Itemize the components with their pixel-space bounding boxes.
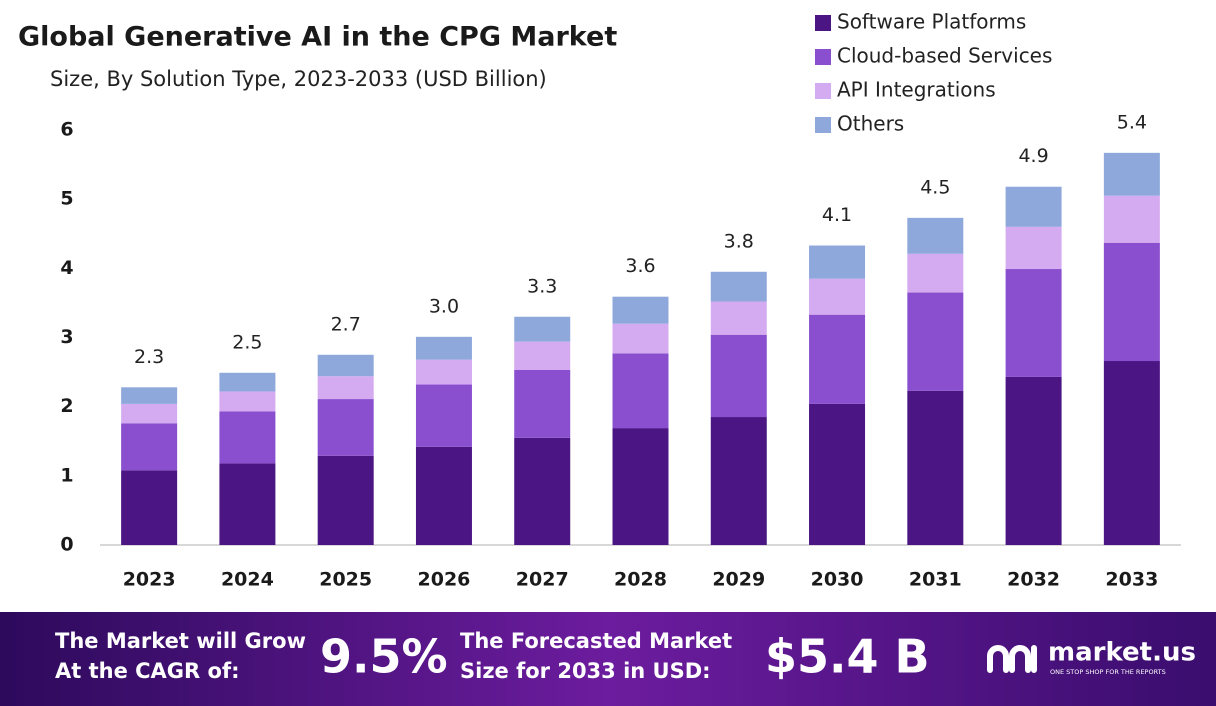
total-label: 4.9 (1018, 145, 1048, 167)
legend-label: API Integrations (837, 78, 996, 102)
x-tick-label: 2023 (123, 569, 176, 591)
x-tick-label: 2026 (418, 569, 471, 591)
bar-segment (809, 314, 866, 404)
x-tick-label: 2024 (221, 569, 274, 591)
bar-segment (514, 341, 571, 371)
bar-segment (121, 403, 178, 424)
bar-segment (1005, 226, 1062, 270)
bar-segment (1005, 269, 1062, 377)
bar-segment (809, 245, 866, 279)
x-tick-label: 2031 (909, 569, 962, 591)
bar-segment (612, 296, 669, 324)
y-tick-label: 2 (60, 395, 73, 417)
bar-segment (1005, 376, 1062, 545)
bar-segment (514, 316, 571, 342)
footer-cagr-text: The Market will Grow (55, 629, 306, 653)
footer-size-text: The Forecasted Market (460, 629, 732, 653)
bar-segment (514, 370, 571, 438)
bar-segment (121, 423, 178, 471)
legend-label: Cloud-based Services (837, 44, 1052, 68)
total-label: 4.1 (822, 204, 852, 226)
bar-segment (710, 271, 767, 302)
total-label: 3.3 (527, 275, 557, 297)
bar-segment (907, 390, 964, 545)
bar-segment (219, 391, 276, 412)
bar-segment (710, 334, 767, 418)
bar-segment (1103, 195, 1160, 243)
total-label: 5.4 (1117, 111, 1147, 133)
legend-label: Others (837, 112, 904, 136)
legend-swatch (815, 83, 831, 99)
bar-segment (1103, 242, 1160, 362)
total-label: 3.6 (625, 255, 655, 277)
chart-title: Global Generative AI in the CPG Market (18, 22, 617, 53)
bar-segment (907, 253, 964, 293)
x-tick-label: 2030 (811, 569, 864, 591)
bar-segment (612, 353, 669, 429)
bar-segment (415, 446, 472, 545)
legend-swatch (815, 117, 831, 133)
bar-segment (612, 323, 669, 354)
bar-segment (907, 217, 964, 254)
bar-segment (317, 354, 374, 377)
y-tick-label: 6 (60, 119, 73, 141)
bar-segment (317, 376, 374, 400)
x-tick-label: 2033 (1105, 569, 1158, 591)
bar-segment (219, 372, 276, 392)
brand-name: market.us (1048, 638, 1196, 668)
y-tick-label: 0 (60, 534, 73, 556)
bar-segment (219, 463, 276, 545)
bar-segment (809, 278, 866, 315)
bar-segment (1005, 186, 1062, 227)
brand-logo (987, 645, 1037, 673)
bar-segment (809, 403, 866, 545)
bar-segment (415, 384, 472, 447)
bar-segment (415, 359, 472, 385)
bar-segment (710, 301, 767, 335)
x-tick-label: 2029 (712, 569, 765, 591)
footer-size: $5.4 B (765, 630, 930, 684)
bar-segment (415, 336, 472, 360)
bar-segment (907, 292, 964, 391)
y-tick-label: 4 (60, 257, 73, 279)
bar-segment (1103, 152, 1160, 196)
bar-segment (710, 417, 767, 545)
chart-subtitle: Size, By Solution Type, 2023-2033 (USD B… (50, 67, 547, 91)
legend-label: Software Platforms (837, 10, 1026, 34)
footer-cagr: 9.5% (320, 630, 448, 684)
legend-swatch (815, 15, 831, 31)
brand-tagline: ONE STOP SHOP FOR THE REPORTS (1050, 668, 1166, 676)
total-label: 3.8 (724, 230, 754, 252)
total-label: 2.7 (331, 313, 361, 335)
bar-segment (317, 399, 374, 456)
legend-swatch (815, 49, 831, 65)
footer-size-text: Size for 2033 in USD: (460, 659, 711, 683)
y-tick-label: 1 (60, 464, 73, 486)
total-label: 2.5 (232, 331, 262, 353)
total-label: 3.0 (429, 295, 459, 317)
bar-segment (317, 455, 374, 545)
x-tick-label: 2032 (1007, 569, 1060, 591)
bar-segment (612, 428, 669, 545)
total-label: 2.3 (134, 346, 164, 368)
x-tick-label: 2028 (614, 569, 667, 591)
y-tick-label: 5 (60, 188, 73, 210)
bar-segment (219, 411, 276, 464)
bar-segment (121, 387, 178, 404)
bar-segment (1103, 361, 1160, 545)
total-label: 4.5 (920, 176, 950, 198)
x-tick-label: 2025 (319, 569, 372, 591)
bar-segment (514, 437, 571, 545)
bar-segment (121, 470, 178, 545)
x-tick-label: 2027 (516, 569, 569, 591)
y-tick-label: 3 (60, 326, 73, 348)
footer-cagr-text: At the CAGR of: (55, 659, 240, 683)
